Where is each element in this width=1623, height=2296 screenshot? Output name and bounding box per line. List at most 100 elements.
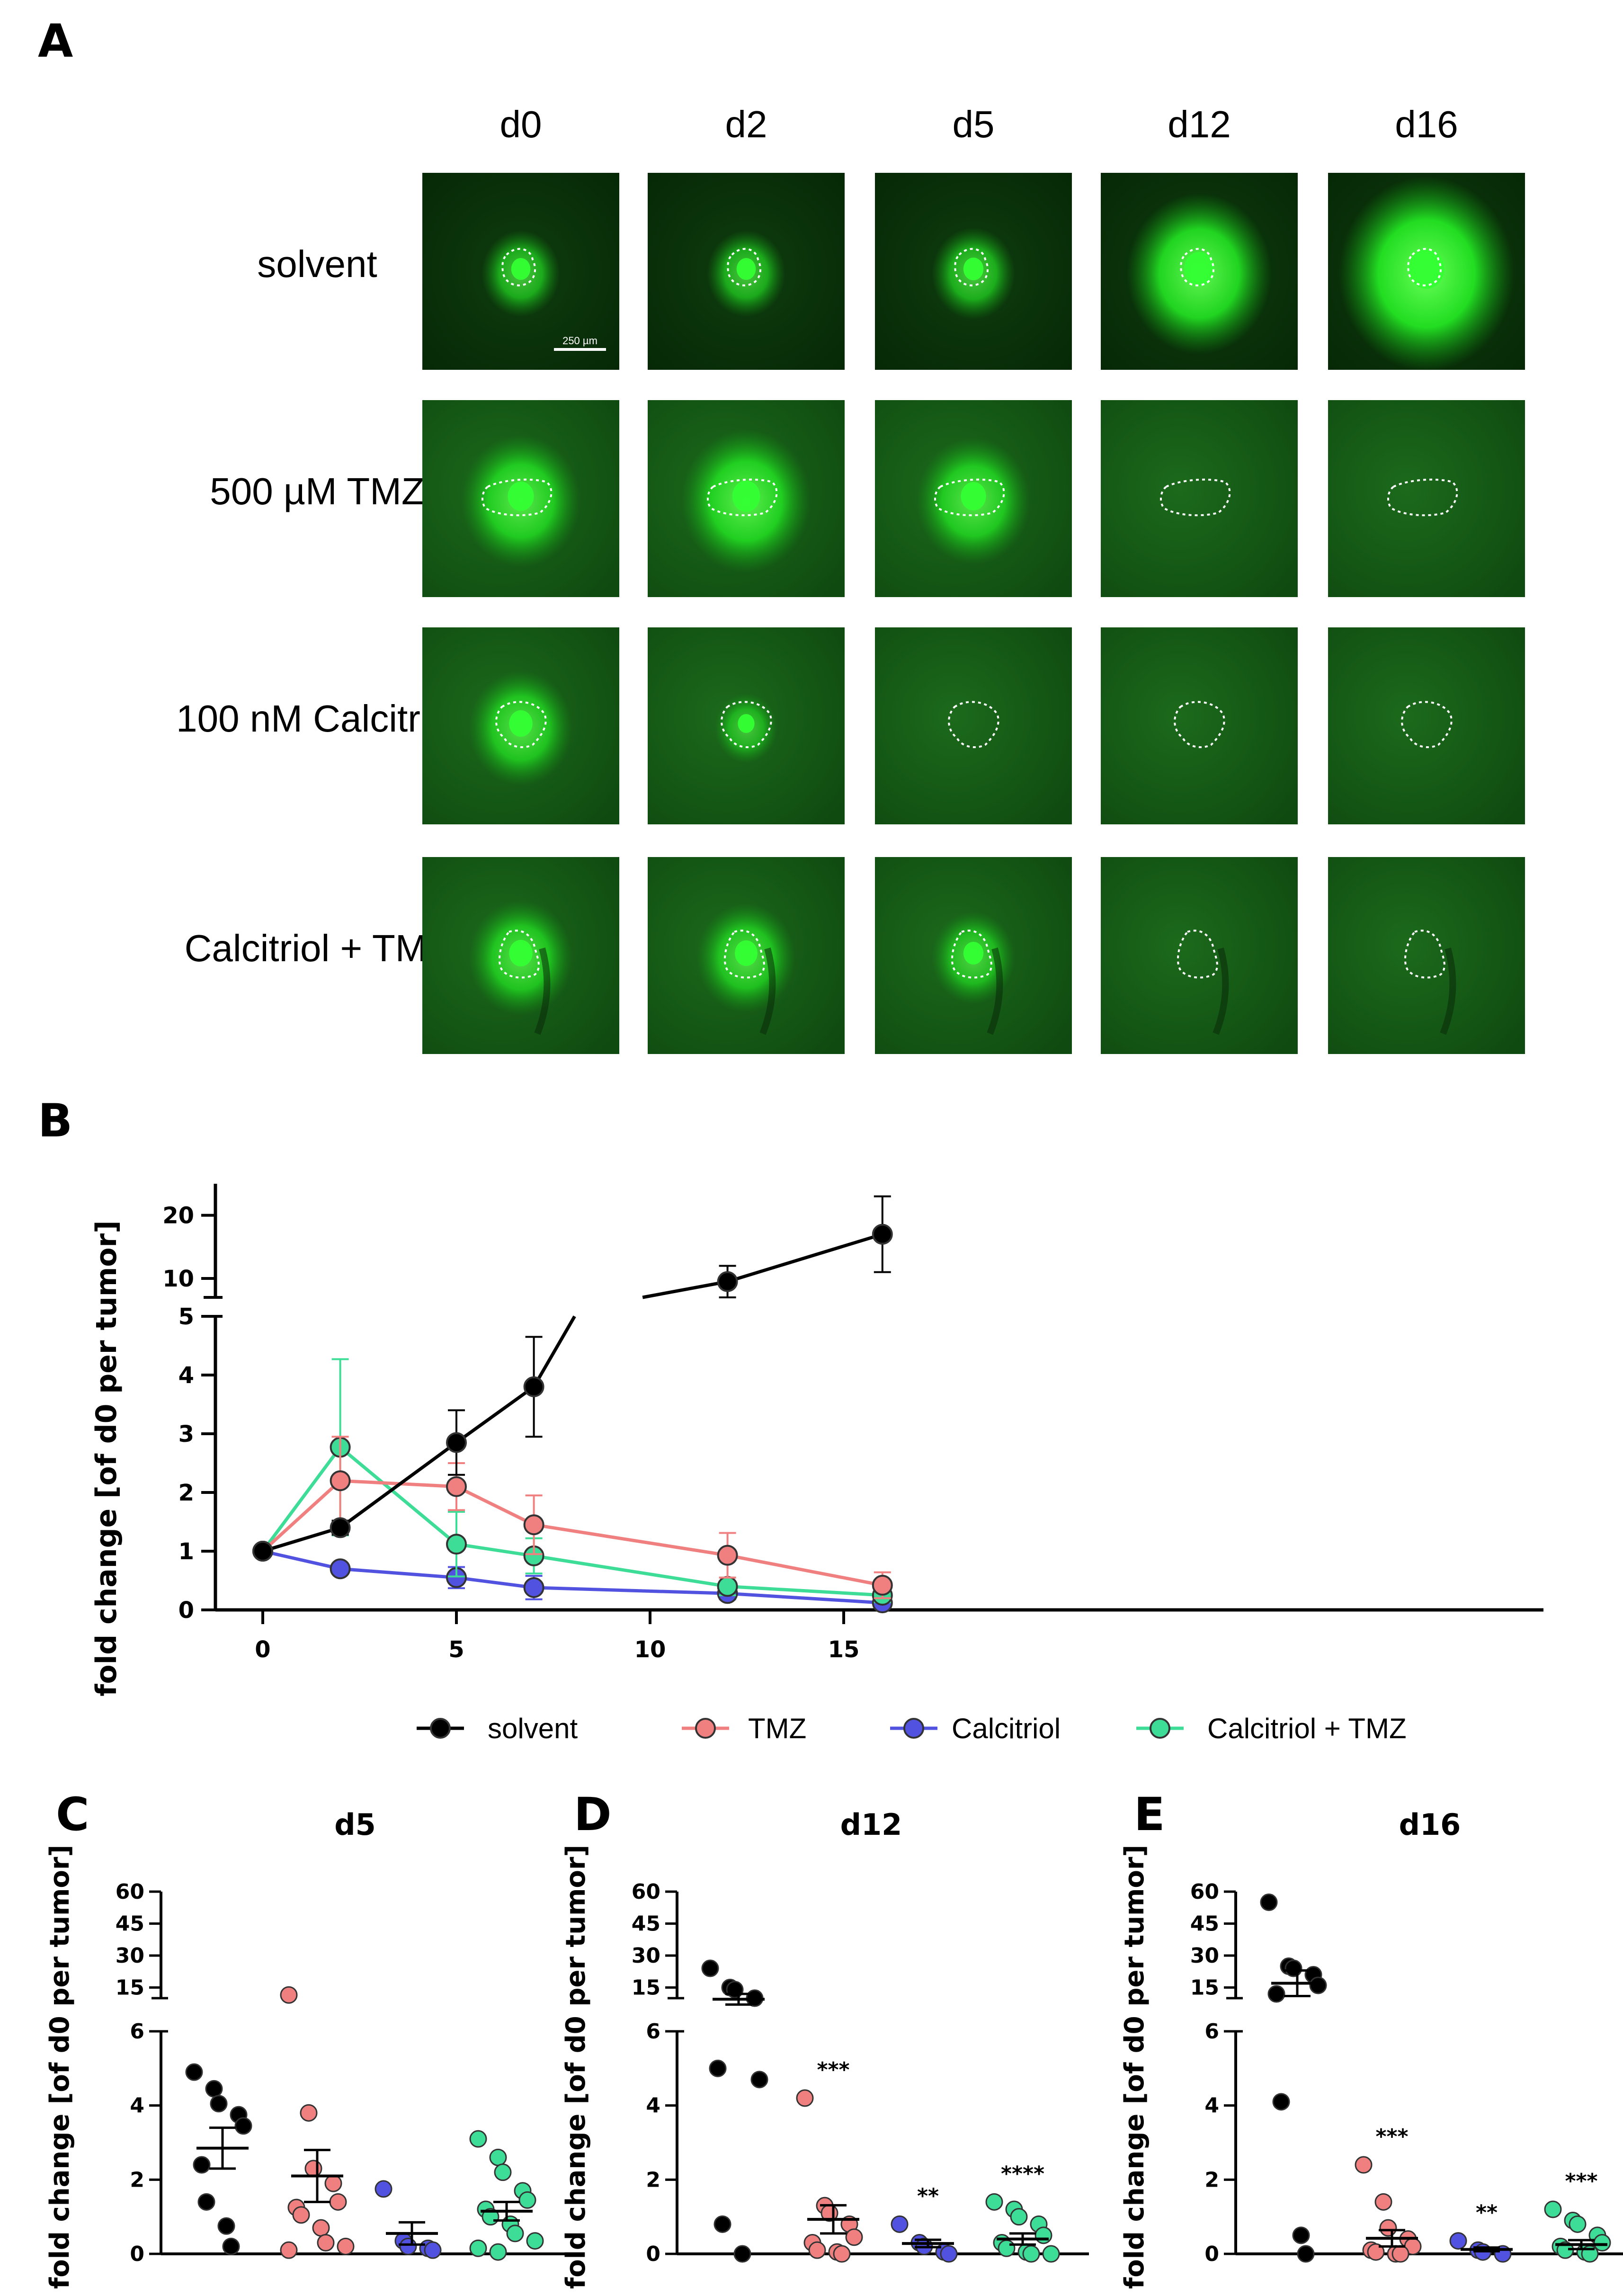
data-point: [1010, 2208, 1028, 2226]
x-tick-label: 10: [634, 1636, 666, 1663]
group-calcitriol: **: [1449, 2201, 1513, 2263]
x-tick-label: 15: [828, 1636, 860, 1663]
data-point: [330, 1470, 351, 1492]
panel-d-letter: D: [574, 1788, 612, 1841]
micrograph-background: [1328, 627, 1525, 824]
series-calcitriol-tmz: [252, 1358, 893, 1606]
data-point: [985, 2193, 1003, 2211]
series-line-segment: [534, 1586, 728, 1595]
data-point: [375, 2180, 392, 2198]
data-point: [523, 1577, 544, 1598]
line-chart-series: [252, 1195, 893, 1614]
y-tick-label: 15: [632, 1976, 660, 2000]
y-tick-label: 4: [130, 2094, 144, 2118]
y-tick-label: 2: [178, 1480, 194, 1506]
data-point: [717, 1271, 738, 1292]
data-point: [872, 1574, 893, 1596]
tumor-core: [1184, 252, 1214, 286]
data-point: [726, 1981, 744, 1999]
group-calcitriol: [375, 2180, 442, 2259]
tumor-outline: [1160, 478, 1231, 517]
data-point: [337, 2237, 355, 2255]
series-line-segment: [532, 1315, 576, 1388]
y-tick-label: 30: [1190, 1944, 1219, 1968]
series-tmz: [252, 1436, 893, 1599]
scatter-panel-d12: d12 fold change [of d0 per tumor] 0 2 4 6 15 30…: [561, 1807, 1089, 2289]
data-point: [733, 2245, 751, 2263]
group-calcitriol-tmz: ***: [1544, 2169, 1611, 2263]
data-point: [399, 2237, 417, 2255]
y-tick-label: 0: [178, 1597, 194, 1624]
needle-track: [1440, 947, 1456, 1035]
tumor-outline: [951, 929, 992, 979]
data-point: [523, 1514, 544, 1536]
data-point: [185, 2063, 203, 2081]
tumor-outline: [1404, 929, 1445, 979]
tumor-core: [508, 482, 534, 511]
tumor-outline: [948, 701, 999, 748]
micrograph-tile: [648, 627, 845, 824]
y-tick-label: 0: [130, 2242, 144, 2266]
series-solvent: [252, 1195, 893, 1562]
column-label-d12: d12: [1168, 103, 1231, 145]
series-line-segment: [456, 1542, 535, 1558]
micrograph-grid: d0 d2 d5 d12 d16 solvent 250 µm 500 µM TMZ 100 n…: [176, 103, 1525, 1054]
series-line-segment: [262, 1549, 341, 1571]
y-tick-label: 6: [130, 2019, 144, 2044]
series-line-segment: [642, 1280, 728, 1299]
series-calcitriol: [252, 1541, 893, 1614]
micrograph-tile: [648, 400, 845, 597]
series-line-segment: [339, 1441, 458, 1529]
legend-item-calcitriol: Calcitriol: [890, 1713, 1061, 1744]
micrograph-tile: [1328, 857, 1525, 1054]
growth-line-chart: fold change [of d0 per tumor] 0 1 2 3 4 5 10 20…: [90, 1184, 1543, 1697]
data-point: [1355, 2156, 1373, 2174]
data-point: [292, 2206, 310, 2224]
group-calcitriol: **: [891, 2184, 958, 2263]
tumor-outline: [954, 248, 989, 286]
micrograph-tile: [875, 400, 1072, 597]
data-point: [424, 2241, 442, 2259]
column-label-d5: d5: [953, 103, 995, 145]
y-tick-label: 6: [1204, 2019, 1219, 2044]
data-point: [1292, 2226, 1310, 2244]
data-point: [469, 2130, 487, 2148]
tumor-outline: [495, 701, 547, 748]
data-point: [330, 1558, 351, 1580]
significance-marker: ***: [817, 2058, 849, 2082]
tumor-core: [963, 258, 984, 280]
tumor-outline: [1174, 701, 1225, 748]
series-line-segment: [456, 1576, 535, 1590]
tumor-core: [509, 710, 533, 737]
tumor-core: [961, 482, 986, 510]
tumor-outline: [707, 478, 778, 517]
significance-marker: **: [1476, 2201, 1498, 2225]
legend-marker: [430, 1718, 451, 1739]
series-line-segment: [261, 1446, 342, 1553]
column-label-d0: d0: [500, 103, 542, 145]
data-point: [252, 1541, 273, 1562]
panel-e-letter: E: [1134, 1788, 1165, 1841]
y-tick-label: 2: [130, 2168, 144, 2192]
tumor-core: [738, 714, 755, 733]
micrograph-tile: [1101, 400, 1298, 597]
panel-b-letter: B: [38, 1094, 72, 1147]
micrograph-tile: [1328, 627, 1525, 824]
y-tick-label: 30: [632, 1944, 660, 1968]
group-solvent: [185, 2063, 252, 2255]
y-tick-label: 4: [1204, 2094, 1219, 2118]
tumor-outline: [724, 929, 765, 979]
group-calcitriol-tmz: [469, 2130, 544, 2261]
y-tick-label: 10: [162, 1266, 194, 1292]
tumor-outline: [1387, 478, 1458, 517]
data-point: [940, 2245, 958, 2263]
scatter-panel-d16: d16 fold change [of d0 per tumor] 0 2 4 6 15 30…: [1119, 1807, 1623, 2289]
scale-bar-label: 250 µm: [562, 335, 597, 347]
y-tick-label: 4: [646, 2094, 660, 2118]
y-tick-label: 6: [646, 2019, 660, 2044]
data-point: [713, 2215, 731, 2233]
legend-label: TMZ: [748, 1713, 806, 1744]
data-point: [1267, 1985, 1285, 2003]
y-tick-label: 45: [632, 1912, 660, 1936]
significance-marker: **: [917, 2184, 939, 2208]
